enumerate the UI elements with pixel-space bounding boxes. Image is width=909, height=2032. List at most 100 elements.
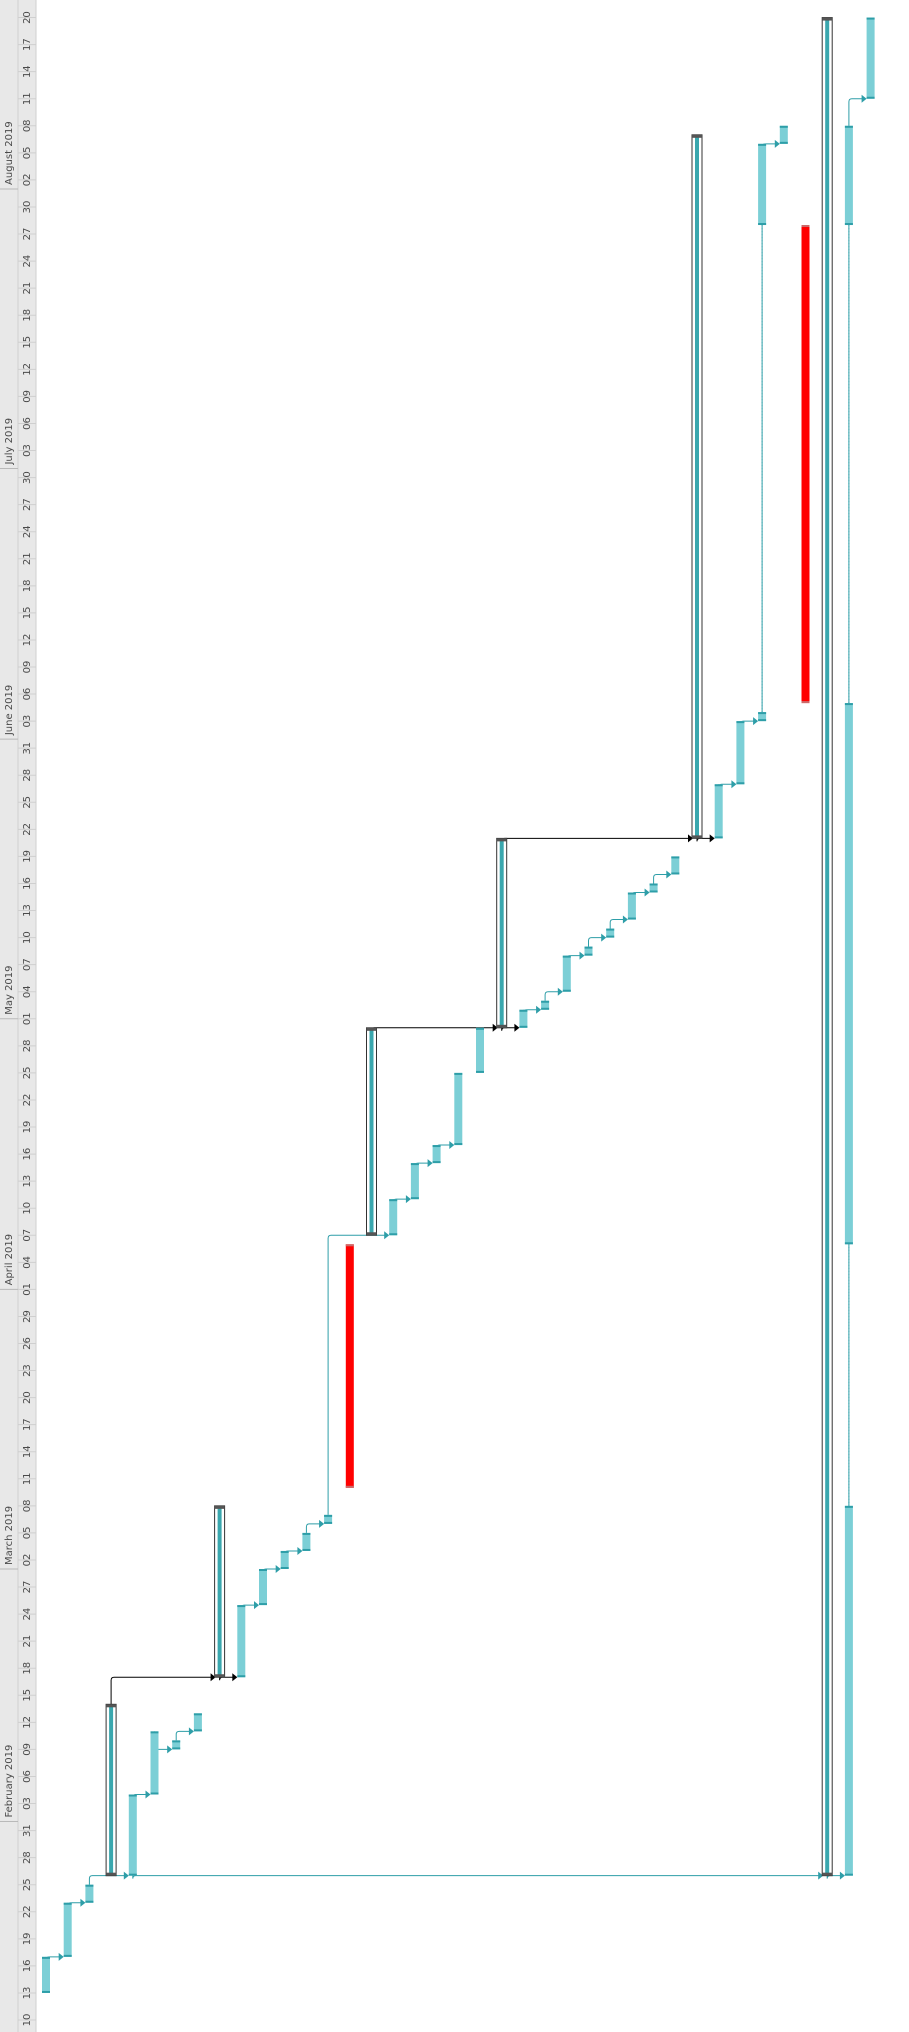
task-bar xyxy=(627,892,636,920)
task-bar-edge xyxy=(844,1873,853,1876)
summary-bar-cap xyxy=(366,1232,377,1236)
task-bar-edge xyxy=(714,784,723,787)
dependency-arrowhead xyxy=(405,1195,411,1204)
task-bar-edge xyxy=(519,1009,528,1012)
day-tick-label: 03 xyxy=(22,444,33,457)
day-tick-label: 27 xyxy=(22,1581,33,1594)
summary-bar-cap xyxy=(366,1027,377,1031)
task-bar xyxy=(259,1569,267,1606)
task-bar xyxy=(42,1956,50,1993)
task-bar xyxy=(193,1713,202,1732)
task-bar xyxy=(866,17,875,99)
task-bar-edge xyxy=(758,719,767,722)
task-bar-edge xyxy=(541,1000,550,1003)
day-tick-label: 09 xyxy=(22,661,33,674)
month-label: August 2019 xyxy=(4,121,15,185)
task-bar-edge xyxy=(606,928,615,931)
day-tick-label: 01 xyxy=(22,1012,33,1025)
task-bar-edge xyxy=(758,143,767,146)
critical-task-bar-edge xyxy=(345,1485,354,1488)
task-bar-edge xyxy=(150,1731,159,1734)
dependency-arrowhead xyxy=(449,1141,455,1150)
day-tick-label: 22 xyxy=(22,1905,33,1918)
dependency-arrowhead xyxy=(254,1601,259,1610)
day-tick-label: 18 xyxy=(22,579,33,592)
task-bar-edge xyxy=(758,223,767,226)
dependency-link xyxy=(653,873,668,884)
task-bar xyxy=(671,856,680,875)
task-bar-edge xyxy=(432,1145,441,1148)
dependency-arrowhead xyxy=(709,834,715,843)
dependency-arrowhead xyxy=(536,1005,542,1014)
task-bar xyxy=(302,1532,311,1551)
day-tick-label: 16 xyxy=(22,1960,33,1973)
task-bar-edge xyxy=(671,872,680,875)
task-bar xyxy=(63,1902,72,1957)
day-tick-label: 31 xyxy=(22,1824,33,1837)
task-bar-edge xyxy=(410,1197,419,1200)
day-tick-label: 05 xyxy=(22,146,33,159)
day-tick-label: 04 xyxy=(22,1256,33,1269)
day-tick-label: 17 xyxy=(22,1418,33,1431)
dependency-arrowhead xyxy=(384,1231,390,1240)
task-bar-edge xyxy=(844,1242,853,1245)
day-tick-label: 14 xyxy=(22,1445,33,1458)
day-tick-label: 11 xyxy=(22,92,33,105)
dependency-arrowhead xyxy=(167,1745,173,1754)
task-bar xyxy=(476,1027,484,1073)
day-tick-label: 18 xyxy=(22,309,33,322)
summary-bar-cap xyxy=(496,1024,507,1028)
task-bar-edge xyxy=(844,223,853,226)
day-tick-label: 12 xyxy=(22,363,33,376)
task-bar-edge xyxy=(844,1505,853,1508)
task-bar-edge xyxy=(63,1954,72,1957)
task-bar-edge xyxy=(42,1990,50,1993)
summary-bar xyxy=(109,1705,114,1875)
task-bar-edge xyxy=(844,703,853,706)
day-tick-label: 31 xyxy=(22,742,33,755)
task-bar xyxy=(758,143,767,226)
task-bar-edge xyxy=(432,1161,441,1164)
dependency-arrowhead xyxy=(861,94,867,103)
day-tick-label: 10 xyxy=(22,931,33,944)
day-tick-label: 15 xyxy=(22,336,33,349)
day-tick-label: 09 xyxy=(22,390,33,403)
task-bar xyxy=(714,784,723,839)
task-bar-edge xyxy=(193,1729,202,1732)
task-bar-edge xyxy=(476,1070,484,1073)
task-bar-edge xyxy=(844,125,853,128)
day-tick-label: 11 xyxy=(22,1472,33,1485)
dependency-link xyxy=(544,991,559,1001)
task-bar-edge xyxy=(85,1900,94,1903)
summary-bar-cap xyxy=(822,17,833,21)
task-bar-edge xyxy=(714,836,723,839)
day-tick-label: 20 xyxy=(22,11,33,24)
task-bar xyxy=(844,125,853,226)
day-tick-label: 24 xyxy=(22,1608,33,1621)
day-tick-label: 27 xyxy=(22,228,33,241)
day-tick-label: 26 xyxy=(22,1337,33,1350)
day-tick-label: 22 xyxy=(22,823,33,836)
dependency-link xyxy=(327,1234,386,1515)
month-band xyxy=(0,0,18,2032)
task-bar-edge xyxy=(454,1072,463,1075)
day-tick-label: 28 xyxy=(22,1851,33,1864)
task-bar xyxy=(432,1145,441,1164)
task-bar-edge xyxy=(627,892,636,895)
month-label: June 2019 xyxy=(4,685,15,736)
day-tick-label: 25 xyxy=(22,1067,33,1080)
task-bar-edge xyxy=(541,1007,550,1010)
day-tick-label: 25 xyxy=(22,1878,33,1891)
task-bar-edge xyxy=(193,1713,202,1716)
task-bar-edge xyxy=(562,989,571,992)
day-tick-label: 08 xyxy=(22,119,33,132)
task-bar xyxy=(280,1550,289,1569)
task-bar-edge xyxy=(259,1569,267,1571)
day-tick-label: 03 xyxy=(22,715,33,728)
task-bar-edge xyxy=(584,946,593,949)
dependency-arrowhead xyxy=(427,1159,433,1168)
task-bar-edge xyxy=(237,1675,246,1678)
task-bar xyxy=(389,1199,398,1236)
month-label: May 2019 xyxy=(4,965,15,1014)
